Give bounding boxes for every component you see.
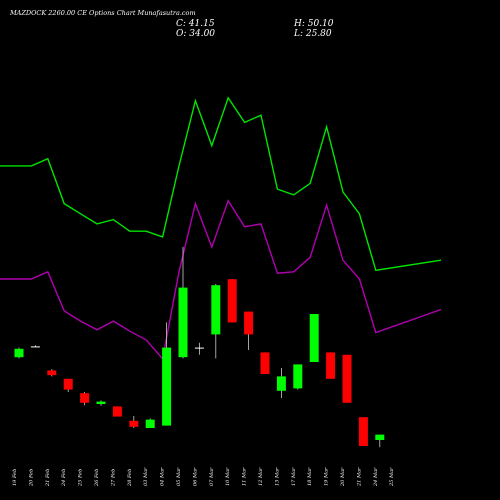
candle-body — [129, 420, 139, 427]
x-tick-label: 27 Feb — [110, 469, 116, 487]
candle-body — [293, 364, 303, 389]
x-tick-label: 04 Mar — [160, 467, 166, 486]
candle-body — [211, 285, 221, 335]
candle-body — [260, 352, 270, 374]
candle-body — [112, 406, 122, 417]
x-tick-label: 13 Mar — [274, 467, 280, 486]
candle-body — [162, 347, 172, 426]
x-tick-label: 28 Feb — [127, 469, 133, 487]
candle-body — [227, 279, 237, 323]
x-tick-label: 17 Mar — [291, 467, 297, 486]
candle-body — [178, 287, 188, 358]
x-tick-label: 19 Mar — [324, 467, 330, 486]
series-line-2 — [0, 199, 442, 361]
open-value: O: 34.00 — [176, 29, 216, 39]
candle-body — [145, 419, 155, 428]
candle-body — [358, 417, 368, 446]
candlestick-layer — [14, 246, 385, 448]
chart-title: MAZDOCK 2260.00 CE Options Chart Munafas… — [10, 9, 196, 17]
x-tick-label: 11 Mar — [242, 467, 248, 486]
close-value: C: 41.15 — [176, 19, 215, 29]
candle-body — [30, 346, 40, 348]
x-tick-label: 05 Mar — [176, 467, 182, 486]
candle-body — [194, 347, 204, 349]
x-tick-label: 06 Mar — [192, 467, 198, 486]
x-tick-label: 03 Mar — [143, 467, 149, 486]
x-axis-labels: 19 Feb 20 Feb 21 Feb 24 Feb 25 Feb 26 Feb 27 F… — [12, 467, 395, 487]
x-tick-label: 07 Mar — [209, 467, 215, 486]
x-tick-label: 20 Feb — [28, 469, 34, 487]
candle-body — [276, 376, 286, 391]
candle-body — [326, 352, 336, 379]
high-value: H: 50.10 — [294, 19, 334, 29]
candle-body — [342, 354, 352, 403]
series-line-1 — [0, 96, 442, 272]
candle-body — [375, 434, 385, 440]
x-tick-label: 10 Mar — [225, 467, 231, 486]
x-tick-label: 24 Feb — [61, 469, 67, 487]
x-tick-label: 26 Feb — [94, 469, 100, 487]
line-series-layer — [0, 96, 442, 361]
candle-body — [244, 311, 254, 335]
x-tick-label: 21 Mar — [356, 467, 362, 487]
x-tick-label: 21 Feb — [45, 469, 51, 487]
x-tick-label: 25 Mar — [389, 467, 395, 487]
candle-body — [80, 393, 90, 403]
low-value: L: 25.80 — [294, 29, 332, 39]
candle-body — [309, 314, 319, 362]
x-tick-label: 20 Mar — [340, 467, 346, 487]
x-tick-label: 24 Mar — [373, 467, 379, 487]
x-tick-label: 12 Mar — [258, 467, 264, 486]
candle-body — [63, 378, 73, 390]
candle-body — [96, 401, 106, 404]
x-tick-label: 25 Feb — [78, 469, 84, 487]
candle-body — [47, 370, 57, 376]
x-tick-label: 19 Feb — [12, 469, 18, 486]
candle-body — [14, 348, 24, 358]
x-tick-label: 18 Mar — [307, 467, 313, 486]
